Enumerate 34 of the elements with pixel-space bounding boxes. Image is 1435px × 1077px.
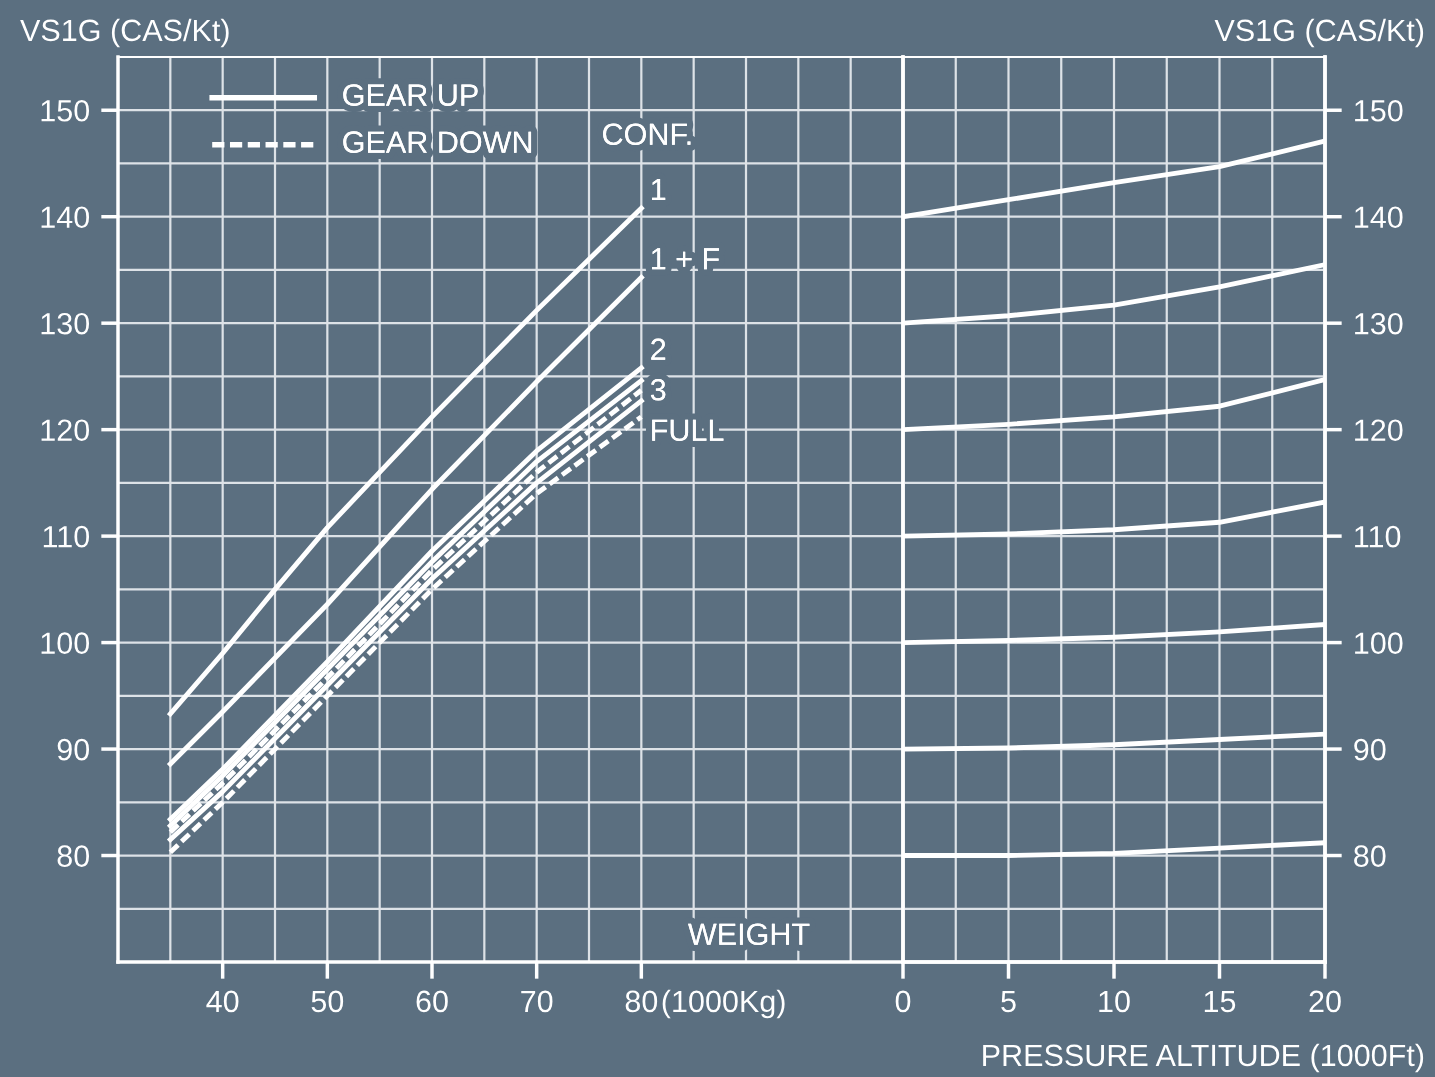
x-tick-label: 50	[311, 990, 344, 1013]
x-tick-label: 40	[206, 990, 239, 1013]
x-axis-title: PRESSURE ALTITUDE (1000Ft)	[983, 1043, 1424, 1073]
y-axis-title: VS1G (CAS/Kt)	[20, 18, 229, 48]
y-tick-label: 90	[57, 738, 90, 761]
y2-tick-label: 130	[1355, 312, 1403, 335]
y-tick-label: 130	[41, 312, 90, 335]
series-label: 1	[652, 179, 666, 201]
y2-tick-label: 120	[1355, 419, 1403, 442]
y2-tick-label: 90	[1354, 738, 1386, 761]
x-tick-label: 0	[895, 990, 911, 1013]
x-tick-label: 10	[1099, 990, 1130, 1013]
y2-tick-label: 110	[1355, 525, 1401, 548]
series-label: 2	[651, 338, 666, 360]
x-tick-label: 80	[625, 990, 658, 1013]
x-tick-label: 20	[1309, 990, 1341, 1013]
x-tick-label: 60	[416, 990, 448, 1013]
y-tick-label: 80	[57, 845, 90, 867]
y-tick-label: 100	[41, 632, 90, 654]
y2-tick-label: 150	[1355, 99, 1403, 122]
x-axis-title: (1000Kg)	[662, 989, 785, 1019]
y-tick-label: 150	[41, 99, 90, 122]
y-tick-label: 140	[41, 206, 90, 229]
series-label: 3	[650, 378, 666, 401]
x-tick-label: 70	[521, 990, 553, 1013]
y-tick-label: 120	[41, 419, 90, 442]
series-label: 1 + F	[652, 248, 719, 270]
x-tick-label: 5	[1001, 990, 1016, 1013]
y2-tick-label: 100	[1355, 632, 1403, 654]
y2-tick-label: 140	[1355, 206, 1403, 229]
y-tick-label: 110	[43, 525, 90, 548]
y2-tick-label: 80	[1354, 845, 1386, 867]
x-tick-label: 15	[1204, 990, 1236, 1013]
y2-axis-title: VS1G (CAS/Kt)	[1214, 18, 1424, 48]
